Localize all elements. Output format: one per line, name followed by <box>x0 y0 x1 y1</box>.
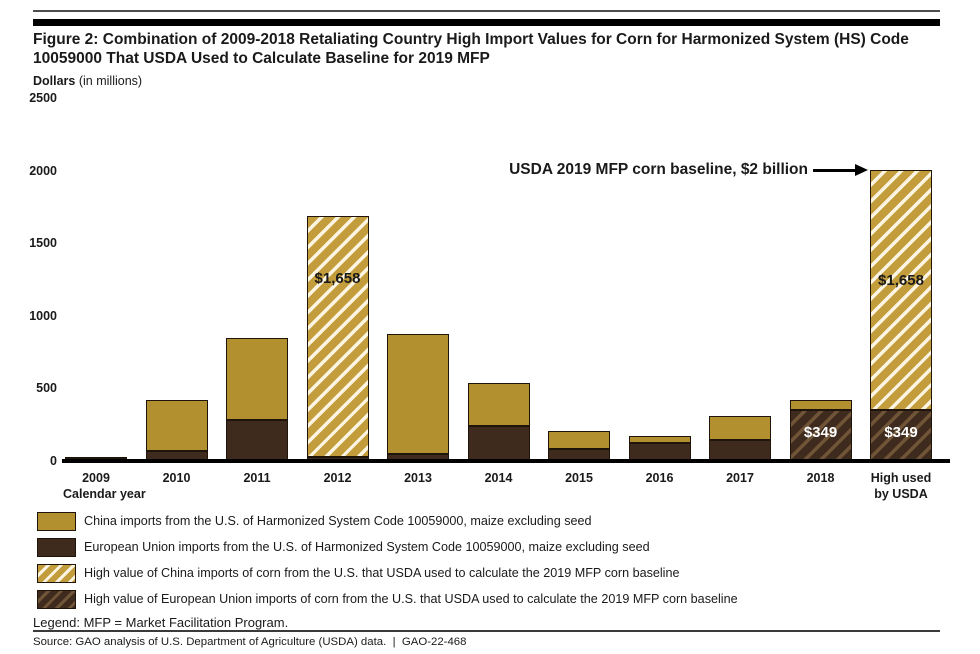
baseline-annotation: USDA 2019 MFP corn baseline, $2 billion <box>509 161 868 179</box>
x-axis-label: 2013 <box>404 471 432 485</box>
annotation-text: USDA 2019 MFP corn baseline, $2 billion <box>509 161 808 178</box>
bar-segment-china <box>709 416 771 440</box>
legend-item-eu: European Union imports from the U.S. of … <box>37 537 650 557</box>
legend-item-china: China imports from the U.S. of Harmonize… <box>37 511 592 531</box>
x-axis-label: 2018 <box>806 471 835 485</box>
legend-item-label: European Union imports from the U.S. of … <box>84 540 650 554</box>
x-axis-label: 2017 <box>726 471 754 485</box>
x-axis-label: 2010 <box>162 471 191 485</box>
top-thin-rule <box>33 10 940 12</box>
bar-segment-china <box>789 400 852 411</box>
source-line: Source: GAO analysis of U.S. Department … <box>33 636 467 648</box>
bar-segment-eu <box>467 426 530 461</box>
x-axis-label: 2009 <box>82 471 110 485</box>
bar-value-label: $1,658 <box>314 269 361 287</box>
bar-segment-eu-high <box>870 410 932 461</box>
legend-swatch-eu-high-icon <box>37 589 76 609</box>
x-axis-label: 2011 <box>243 471 271 485</box>
legend-item-eu-high: High value of European Union imports of … <box>37 589 738 609</box>
x-axis-label: 2014 <box>484 471 513 485</box>
y-axis-tick: 500 <box>36 381 57 395</box>
legend-item-label: China imports from the U.S. of Harmonize… <box>84 514 592 528</box>
bar-segment-china-high <box>870 169 932 411</box>
y-axis-tick: 1000 <box>29 308 57 323</box>
y-axis-title-note: (in millions) <box>75 74 143 88</box>
bar-segment-china <box>467 383 530 427</box>
y-axis-tick: 0 <box>50 453 57 468</box>
legend-note: Legend: MFP = Market Facilitation Progra… <box>33 615 289 630</box>
bar-value-label: $349 <box>884 424 918 442</box>
bar-value-label: $349 <box>803 424 838 442</box>
x-axis-label: 2012 <box>323 471 352 485</box>
footer-divider-rule <box>33 630 940 632</box>
y-axis-tick: 1500 <box>29 236 57 250</box>
bar-segment-china <box>387 334 449 455</box>
bar-segment-china <box>145 400 208 451</box>
y-axis-tick: 2000 <box>29 163 57 178</box>
y-axis-title: Dollars (in millions) <box>33 74 142 88</box>
legend-item-label: High value of China imports of corn from… <box>84 566 680 580</box>
bar-segment-china <box>628 435 691 443</box>
legend-swatch-china-icon <box>37 511 76 531</box>
annotation-arrow-shaft <box>813 168 855 172</box>
bar-segment-china <box>548 431 610 450</box>
legend-swatch-eu-icon <box>37 537 76 557</box>
legend-item-label: High value of European Union imports of … <box>84 592 738 606</box>
y-axis-title-bold: Dollars <box>33 74 76 88</box>
bar-segment-eu <box>709 439 771 461</box>
x-axis-label: High used by USDA <box>870 471 932 502</box>
top-thick-rule <box>33 19 940 26</box>
bar-segment-china <box>65 456 127 459</box>
x-axis-label: 2016 <box>645 471 674 485</box>
bar-segment-eu-high <box>789 410 852 461</box>
legend-swatch-china-high-icon <box>37 563 76 583</box>
x-axis-baseline <box>62 459 950 463</box>
legend-item-china-high: High value of China imports of corn from… <box>37 563 679 583</box>
x-axis-label: 2015 <box>565 471 593 485</box>
x-axis-title: Calendar year <box>63 487 146 501</box>
bar-value-label: $1,658 <box>878 271 924 289</box>
arrow-right-icon <box>855 164 868 176</box>
bar-segment-eu <box>226 420 288 461</box>
bar-segment-china-high <box>306 216 369 457</box>
bar-segment-china <box>226 338 288 421</box>
figure-title: Figure 2: Combination of 2009-2018 Retal… <box>33 31 909 67</box>
y-axis-tick: 2500 <box>29 91 57 105</box>
